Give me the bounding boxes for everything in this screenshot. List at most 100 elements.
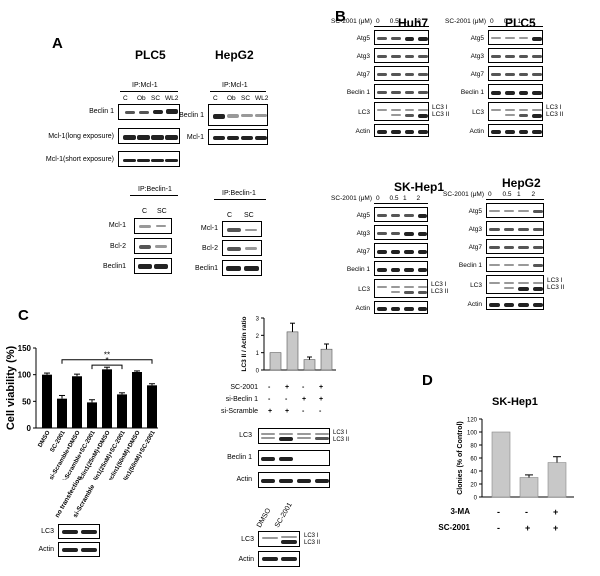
dose-value: 0 — [376, 18, 380, 25]
row-label: Atg5 — [470, 35, 484, 42]
dose-value: 0.5 — [502, 191, 512, 198]
panel-b-skhep1-title: SK-Hep1 — [394, 180, 445, 194]
bar — [102, 369, 112, 428]
row-label: Atg7 — [356, 71, 370, 78]
dose-label: SC-2001 (μM) — [443, 191, 484, 198]
lc3-form-label: LC3 II — [547, 284, 565, 291]
lane-label: DMSO — [255, 507, 273, 529]
blot-actin-3 — [486, 297, 544, 310]
row-label: LC3 — [241, 536, 254, 543]
panel-a-plc5-title: PLC5 — [135, 48, 166, 62]
treatment-sign: + — [553, 523, 559, 533]
y-tick-label: 2 — [256, 334, 260, 340]
lc3-form-label: LC3 II — [333, 437, 350, 443]
blot-c-bottom-left-lc3 — [58, 524, 100, 539]
blot-atg7-2 — [374, 243, 428, 258]
bar — [286, 331, 299, 371]
row-label: Beclin 1 — [346, 266, 370, 273]
row-label: Beclin 1 — [89, 108, 114, 115]
row-label: Actin — [238, 556, 254, 563]
row-label: Atg3 — [468, 226, 482, 233]
blot-atg5-1 — [488, 30, 543, 45]
lc3-ratio-chart: 0 1 2 3 LC3 II / Actin ratio — [241, 316, 336, 375]
blot-atg7-3 — [486, 239, 544, 254]
lc3-form-label: LC3 I — [304, 533, 319, 539]
panel-letter-a: A — [52, 35, 63, 52]
bar — [491, 431, 511, 498]
dose-value: 1 — [403, 195, 407, 202]
dose-value: 0 — [376, 195, 380, 202]
row-label: Actin — [355, 128, 370, 135]
row-label: Actin — [236, 476, 252, 483]
row-label: Beclin1 — [103, 263, 126, 270]
lane-label: WL2 — [255, 95, 269, 102]
lane-label: SC — [151, 95, 161, 102]
dose-label: SC-2001 (μM) — [445, 18, 486, 25]
y-axis-label: LC3 II / Actin ratio — [241, 316, 248, 371]
treatment-row-label: SC-2001 — [438, 523, 470, 532]
lane-label: SC — [241, 95, 251, 102]
dose-value: 0 — [490, 18, 494, 25]
ip-beclin1-label-plc5: IP:Beclin-1 — [138, 186, 172, 193]
significance-marker: ** — [104, 351, 110, 360]
lane-label: C — [123, 95, 128, 102]
treatment-sign: + — [553, 507, 559, 517]
row-label: Mcl-1 — [186, 134, 204, 141]
blot-actin-1 — [488, 124, 543, 137]
row-label: LC3 — [239, 432, 252, 439]
lc3-form-label: LC3 II — [304, 540, 321, 546]
y-axis-label: Cell viability (%) — [5, 345, 17, 430]
row-label: Atg5 — [468, 208, 482, 215]
row-label: LC3 — [472, 109, 484, 116]
lane-label: Ob — [137, 95, 146, 102]
blot-beclin1-3 — [486, 257, 544, 272]
y-tick-label: 1 — [256, 351, 260, 357]
row-label: Atg5 — [356, 212, 370, 219]
blot-lc3-3 — [486, 275, 544, 294]
blot-beclin1-1 — [488, 84, 543, 99]
row-label: Atg3 — [470, 53, 484, 60]
treatment-sign: + — [319, 396, 324, 403]
y-tick-label: 100 — [18, 371, 32, 380]
y-tick-label: 60 — [470, 457, 477, 463]
blot-plc5-ipb-beclin1 — [134, 258, 172, 274]
row-label: Atg7 — [470, 71, 484, 78]
bar — [42, 374, 52, 428]
blot-hepg2-ipb-mcl1 — [222, 221, 262, 237]
treatment-sign: - — [525, 507, 528, 517]
y-tick-label: 80 — [470, 444, 477, 450]
blot-lc3-0 — [374, 102, 429, 121]
dose-value: 2 — [417, 18, 421, 25]
lc3-form-label: LC3 I — [547, 277, 563, 284]
lc3-form-label: LC3 I — [546, 104, 562, 111]
treatment-row-label: si-Beclin 1 — [225, 396, 258, 403]
blot-plc5-mcl1-long — [118, 128, 180, 144]
blot-hepg2-beclin1 — [208, 104, 268, 126]
row-label: Atg3 — [356, 230, 370, 237]
blot-c-bottom-right-actin — [258, 551, 300, 567]
lane-label: SC — [244, 212, 254, 219]
y-tick-label: 150 — [18, 344, 32, 353]
row-label: Actin — [467, 301, 482, 308]
dose-value: 2 — [416, 195, 421, 202]
row-label: Actin — [38, 546, 54, 553]
lc3-form-label: LC3 I — [333, 430, 348, 436]
blot-atg3-2 — [374, 225, 428, 240]
ip-beclin1-label-hepg2: IP:Beclin-1 — [222, 190, 256, 197]
blot-hepg2-ipb-bcl2 — [222, 240, 262, 256]
panel-b-hepg2-title: HepG2 — [502, 176, 541, 190]
bar — [303, 359, 316, 371]
significance-marker: * — [105, 356, 108, 365]
blot-c-bottom-right-lc3 — [258, 531, 300, 547]
lane-label: SC-2001 — [273, 501, 294, 529]
panel-letter-b: B — [335, 8, 346, 25]
blot-atg3-3 — [486, 221, 544, 236]
blot-lc3-2 — [374, 279, 428, 298]
lc3-form-label: LC3 II — [432, 111, 450, 118]
treatment-sign: - — [497, 507, 500, 517]
blot-plc5-mcl1-short — [118, 151, 180, 167]
row-label: LC3 — [358, 286, 370, 293]
lane-label: Ob — [227, 95, 236, 102]
row-label: Mcl-1(short exposure) — [45, 156, 114, 163]
